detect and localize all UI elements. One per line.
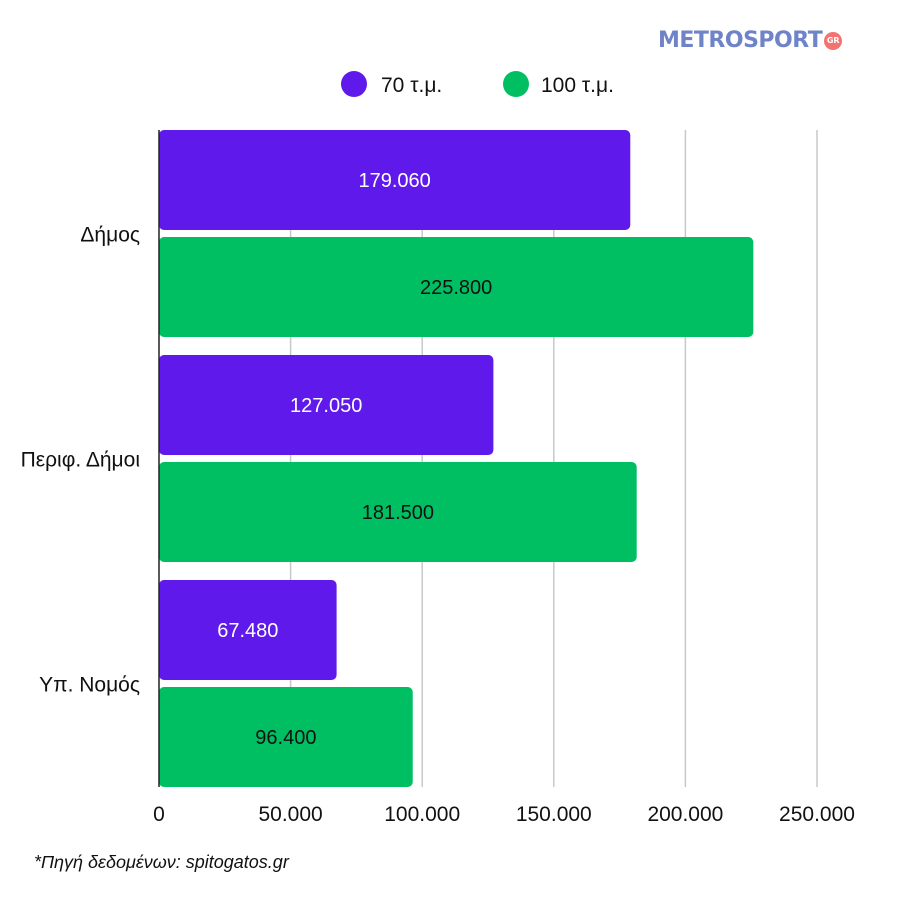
bar	[159, 130, 631, 230]
x-tick-label: 200.000	[647, 803, 723, 826]
data-label: 67.480	[217, 620, 278, 642]
x-tick-label: 0	[153, 803, 165, 826]
legend-marker	[341, 71, 367, 97]
category-label: Περιφ. Δήμοι	[21, 449, 141, 472]
x-tick-label: 50.000	[258, 803, 322, 826]
legend-label: 100 τ.μ.	[541, 74, 614, 97]
bar	[159, 462, 637, 562]
brand-name: METROSPORT	[658, 28, 823, 53]
category-label: Δήμος	[80, 224, 140, 247]
source-footnote: *Πηγή δεδομένων: spitogatos.gr	[34, 852, 289, 872]
bar	[159, 355, 494, 455]
data-label: 127.050	[290, 395, 362, 417]
data-label: 181.500	[362, 502, 434, 524]
data-label: 225.800	[420, 277, 492, 299]
bar	[159, 237, 754, 337]
legend-marker	[503, 71, 529, 97]
x-tick-label: 250.000	[779, 803, 855, 826]
x-tick-label: 150.000	[516, 803, 592, 826]
bar	[159, 580, 337, 680]
data-label: 179.060	[358, 170, 430, 192]
x-tick-label: 100.000	[384, 803, 460, 826]
brand-logo: METROSPORT GR	[658, 28, 843, 53]
category-label: Υπ. Νομός	[39, 674, 140, 697]
brand-badge: GR	[824, 31, 843, 50]
data-label: 96.400	[255, 727, 316, 749]
bar	[159, 687, 413, 787]
legend-label: 70 τ.μ.	[381, 74, 442, 97]
